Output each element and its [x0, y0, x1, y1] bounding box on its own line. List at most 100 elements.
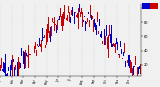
Bar [19, 62, 20, 69]
Bar [27, 55, 28, 57]
Bar [2, 69, 3, 71]
Bar [133, 66, 134, 75]
Bar [78, 8, 79, 29]
Bar [14, 67, 15, 81]
Bar [107, 37, 108, 49]
Bar [55, 24, 56, 25]
Bar [54, 17, 55, 31]
Bar [121, 50, 122, 54]
Bar [25, 50, 26, 68]
Bar [47, 24, 48, 42]
Bar [110, 34, 111, 43]
Bar [92, 9, 93, 28]
Bar [15, 65, 16, 70]
Bar [42, 28, 43, 41]
Bar [68, 6, 69, 13]
Bar [128, 55, 129, 66]
Bar [6, 74, 7, 76]
Bar [11, 60, 12, 70]
Bar [76, 15, 77, 17]
Bar [87, 18, 88, 22]
Bar [116, 38, 117, 44]
Bar [48, 17, 49, 33]
Bar [134, 66, 135, 67]
Bar [13, 59, 14, 62]
Bar [10, 65, 11, 77]
Bar [132, 53, 133, 68]
Bar [32, 57, 33, 59]
Bar [85, 21, 86, 31]
Bar [63, 12, 64, 25]
Bar [93, 19, 94, 32]
Bar [84, 16, 85, 17]
Bar [95, 23, 96, 29]
Bar [58, 19, 59, 20]
Bar [43, 37, 44, 38]
Bar [131, 62, 132, 73]
Bar [74, 12, 75, 24]
Bar [90, 5, 91, 18]
Bar [127, 60, 128, 63]
Bar [102, 41, 103, 44]
Bar [34, 46, 35, 53]
Bar [61, 16, 62, 26]
Bar [23, 51, 24, 64]
Bar [45, 45, 46, 48]
Bar [75, 12, 76, 13]
Bar [26, 53, 27, 56]
Bar [35, 42, 36, 49]
Bar [120, 41, 121, 48]
Bar [8, 67, 9, 71]
Bar [37, 44, 38, 51]
Bar [129, 55, 130, 68]
Bar [49, 31, 50, 38]
Bar [72, 13, 73, 21]
Bar [12, 58, 13, 68]
Bar [4, 63, 5, 73]
Bar [138, 67, 139, 74]
Bar [106, 25, 107, 35]
Bar [40, 44, 41, 47]
Bar [89, 20, 90, 27]
Bar [137, 67, 138, 79]
Bar [0, 65, 1, 71]
Bar [80, 12, 81, 17]
Bar [21, 48, 22, 56]
Bar [5, 54, 6, 83]
Bar [119, 54, 120, 62]
Bar [122, 58, 123, 59]
Bar [50, 27, 51, 42]
Bar [71, 10, 72, 15]
Bar [115, 43, 116, 53]
Bar [109, 25, 110, 36]
Bar [56, 25, 57, 33]
Bar [108, 35, 109, 58]
Bar [100, 34, 101, 37]
Bar [124, 43, 125, 53]
Bar [88, 12, 89, 14]
Bar [7, 73, 8, 76]
Bar [1, 58, 2, 68]
Bar [117, 42, 118, 50]
Bar [112, 45, 113, 49]
Bar [77, 11, 78, 30]
Bar [52, 15, 53, 34]
Bar [18, 57, 19, 76]
Bar [39, 38, 40, 46]
Bar [66, 18, 67, 20]
Bar [20, 63, 21, 68]
Bar [113, 43, 114, 46]
Bar [59, 16, 60, 20]
Bar [125, 61, 126, 67]
Bar [140, 64, 141, 74]
Bar [94, 19, 95, 27]
Bar [79, 15, 80, 22]
Bar [41, 40, 42, 52]
Bar [57, 21, 58, 28]
Bar [64, 5, 65, 19]
Bar [139, 57, 140, 68]
Bar [91, 15, 92, 20]
Bar [114, 44, 115, 47]
Bar [62, 14, 63, 31]
Bar [46, 29, 47, 45]
